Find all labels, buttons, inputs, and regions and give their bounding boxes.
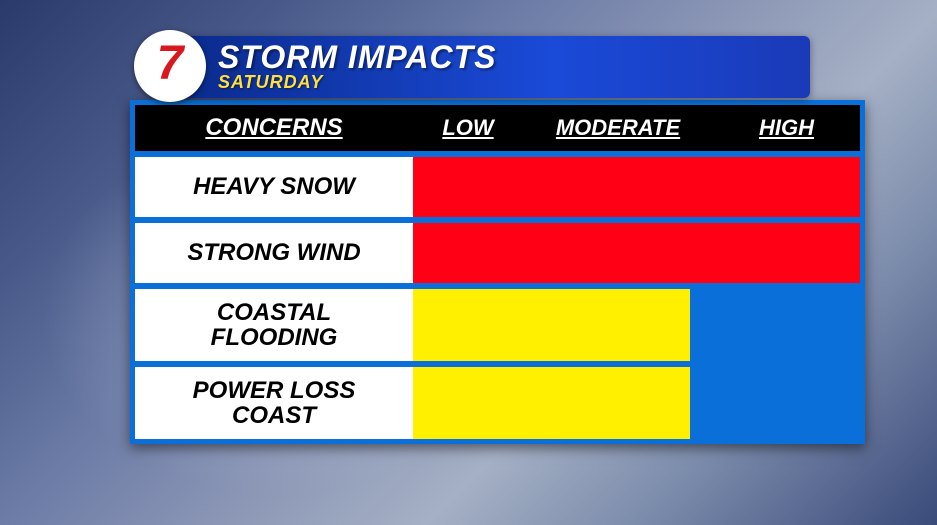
bar-area <box>413 289 860 361</box>
logo-number: 7 <box>157 40 184 88</box>
impact-bar-moderate <box>413 289 690 361</box>
impact-bar-high <box>413 223 860 283</box>
concern-label: STRONG WIND <box>135 223 413 283</box>
impact-bar-high <box>413 157 860 217</box>
header-moderate: MODERATE <box>523 115 713 141</box>
impact-bar-moderate <box>413 367 690 439</box>
concern-label: COASTALFLOODING <box>135 289 413 361</box>
table-row: HEAVY SNOW <box>135 151 860 217</box>
table-row: COASTALFLOODING <box>135 283 860 361</box>
station-logo: 7 <box>134 30 206 102</box>
title-sub: SATURDAY <box>218 73 810 93</box>
table-row: POWER LOSSCOAST <box>135 361 860 439</box>
impacts-table: CONCERNS LOW MODERATE HIGH HEAVY SNOW ST… <box>130 100 865 444</box>
header-high: HIGH <box>713 115 860 141</box>
header-levels: LOW MODERATE HIGH <box>413 115 860 141</box>
bar-area <box>413 223 860 283</box>
concern-label: POWER LOSSCOAST <box>135 367 413 439</box>
header-concerns: CONCERNS <box>135 114 413 142</box>
bar-area <box>413 367 860 439</box>
title-stripe: STORM IMPACTS SATURDAY <box>168 36 810 98</box>
concern-label: HEAVY SNOW <box>135 157 413 217</box>
table-row: STRONG WIND <box>135 217 860 283</box>
table-header-row: CONCERNS LOW MODERATE HIGH <box>135 105 860 151</box>
bar-area <box>413 157 860 217</box>
header-low: LOW <box>413 115 523 141</box>
title-main: STORM IMPACTS <box>218 41 810 73</box>
